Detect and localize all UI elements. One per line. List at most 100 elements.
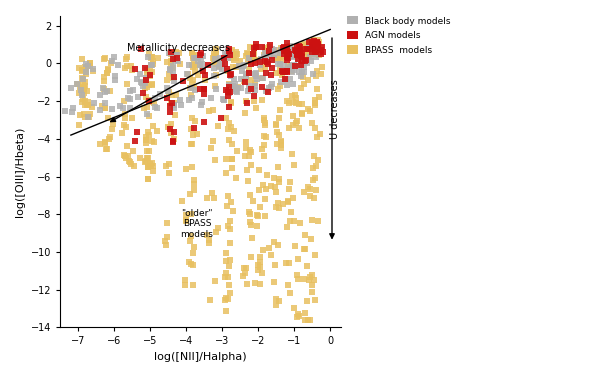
AGN models <box>242 100 252 106</box>
BPASS  models <box>189 84 198 90</box>
BPASS  models <box>190 118 200 124</box>
BPASS  models <box>303 45 312 51</box>
BPASS  models <box>300 246 310 252</box>
BPASS  models <box>164 161 173 167</box>
BPASS  models <box>202 195 212 201</box>
BPASS  models <box>293 55 303 61</box>
AGN models <box>240 79 250 85</box>
BPASS  models <box>285 179 294 185</box>
BPASS  models <box>247 51 256 57</box>
BPASS  models <box>146 62 156 68</box>
Black body models <box>229 84 238 90</box>
BPASS  models <box>291 51 300 57</box>
AGN models <box>297 54 306 60</box>
BPASS  models <box>310 100 320 106</box>
BPASS  models <box>223 224 232 230</box>
Black body models <box>233 89 242 95</box>
Black body models <box>172 52 181 58</box>
AGN models <box>281 47 291 53</box>
AGN models <box>294 43 304 49</box>
BPASS  models <box>126 159 135 165</box>
BPASS  models <box>224 296 233 302</box>
Black body models <box>114 62 123 68</box>
BPASS  models <box>275 67 284 73</box>
Black body models <box>110 74 120 80</box>
AGN models <box>266 42 275 48</box>
BPASS  models <box>305 193 315 199</box>
BPASS  models <box>306 236 316 242</box>
Black body models <box>150 104 160 110</box>
Black body models <box>107 106 117 112</box>
AGN models <box>224 84 234 90</box>
AGN models <box>224 46 233 52</box>
Black body models <box>287 69 297 75</box>
BPASS  models <box>220 297 230 303</box>
Black body models <box>169 105 179 111</box>
AGN models <box>131 138 140 144</box>
BPASS  models <box>76 83 85 89</box>
BPASS  models <box>213 225 223 231</box>
AGN models <box>265 48 274 54</box>
BPASS  models <box>308 51 317 57</box>
BPASS  models <box>102 146 111 152</box>
BPASS  models <box>274 242 283 248</box>
BPASS  models <box>149 61 158 67</box>
BPASS  models <box>208 138 218 144</box>
BPASS  models <box>163 124 172 130</box>
AGN models <box>292 44 302 50</box>
BPASS  models <box>307 120 316 126</box>
Black body models <box>285 76 294 82</box>
AGN models <box>280 69 289 75</box>
BPASS  models <box>314 52 323 58</box>
Black body models <box>155 91 165 97</box>
BPASS  models <box>211 57 220 63</box>
Black body models <box>132 76 141 82</box>
BPASS  models <box>171 49 181 55</box>
Black body models <box>166 66 175 72</box>
BPASS  models <box>262 185 271 192</box>
BPASS  models <box>263 47 272 53</box>
Black body models <box>232 85 242 91</box>
Black body models <box>172 53 181 59</box>
BPASS  models <box>244 153 254 159</box>
BPASS  models <box>305 186 315 192</box>
Black body models <box>230 81 239 87</box>
AGN models <box>313 42 323 48</box>
BPASS  models <box>311 163 321 169</box>
BPASS  models <box>225 290 234 296</box>
BPASS  models <box>277 53 287 59</box>
BPASS  models <box>303 77 313 83</box>
BPASS  models <box>241 265 250 271</box>
BPASS  models <box>303 317 313 323</box>
AGN models <box>249 45 258 51</box>
AGN models <box>312 41 321 47</box>
Black body models <box>242 74 251 80</box>
BPASS  models <box>147 99 156 105</box>
BPASS  models <box>185 238 195 244</box>
BPASS  models <box>276 107 285 113</box>
Black body models <box>165 66 175 72</box>
BPASS  models <box>121 56 131 62</box>
BPASS  models <box>99 86 108 92</box>
AGN models <box>200 86 209 92</box>
BPASS  models <box>276 57 285 63</box>
BPASS  models <box>186 261 195 267</box>
BPASS  models <box>305 39 314 45</box>
BPASS  models <box>223 193 233 199</box>
Black body models <box>244 55 253 61</box>
BPASS  models <box>266 183 275 189</box>
BPASS  models <box>99 55 109 61</box>
Black body models <box>285 43 295 49</box>
Black body models <box>198 53 207 59</box>
BPASS  models <box>144 82 153 88</box>
BPASS  models <box>87 104 96 110</box>
BPASS  models <box>289 162 298 168</box>
AGN models <box>216 115 226 121</box>
AGN models <box>311 49 320 55</box>
BPASS  models <box>121 155 131 161</box>
BPASS  models <box>106 60 115 66</box>
Black body models <box>300 64 309 70</box>
Black body models <box>184 62 194 68</box>
Black body models <box>244 83 253 89</box>
AGN models <box>224 48 234 54</box>
